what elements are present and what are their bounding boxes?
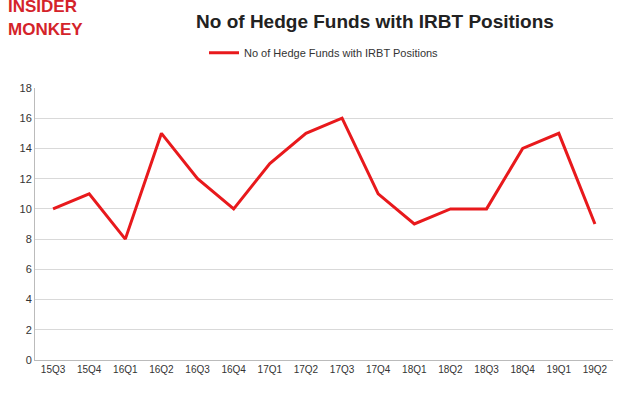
svg-text:17Q1: 17Q1 bbox=[258, 364, 283, 375]
svg-text:No of Hedge Funds with IRBT Po: No of Hedge Funds with IRBT Positions bbox=[196, 11, 554, 32]
svg-text:18Q3: 18Q3 bbox=[474, 364, 499, 375]
svg-text:8: 8 bbox=[26, 233, 32, 245]
svg-text:19Q2: 19Q2 bbox=[583, 364, 608, 375]
svg-text:0: 0 bbox=[26, 354, 32, 366]
svg-text:16Q3: 16Q3 bbox=[185, 364, 210, 375]
svg-text:2: 2 bbox=[26, 324, 32, 336]
svg-text:16Q2: 16Q2 bbox=[149, 364, 174, 375]
svg-text:15Q3: 15Q3 bbox=[41, 364, 66, 375]
svg-text:17Q4: 17Q4 bbox=[366, 364, 391, 375]
svg-text:10: 10 bbox=[20, 203, 32, 215]
svg-text:19Q1: 19Q1 bbox=[547, 364, 572, 375]
svg-text:16Q4: 16Q4 bbox=[221, 364, 246, 375]
svg-text:15Q4: 15Q4 bbox=[77, 364, 102, 375]
svg-text:16: 16 bbox=[20, 112, 32, 124]
svg-text:INSIDER: INSIDER bbox=[8, 0, 77, 16]
svg-text:14: 14 bbox=[20, 142, 32, 154]
svg-text:18: 18 bbox=[20, 82, 32, 94]
svg-text:17Q2: 17Q2 bbox=[294, 364, 319, 375]
svg-text:17Q3: 17Q3 bbox=[330, 364, 355, 375]
svg-text:No of Hedge Funds with IRBT Po: No of Hedge Funds with IRBT Positions bbox=[244, 47, 438, 59]
svg-text:MONKEY: MONKEY bbox=[8, 20, 83, 39]
svg-text:12: 12 bbox=[20, 173, 32, 185]
svg-text:18Q2: 18Q2 bbox=[438, 364, 463, 375]
svg-text:4: 4 bbox=[26, 293, 32, 305]
svg-text:16Q1: 16Q1 bbox=[113, 364, 138, 375]
svg-text:6: 6 bbox=[26, 263, 32, 275]
svg-text:18Q4: 18Q4 bbox=[510, 364, 535, 375]
svg-text:18Q1: 18Q1 bbox=[402, 364, 427, 375]
